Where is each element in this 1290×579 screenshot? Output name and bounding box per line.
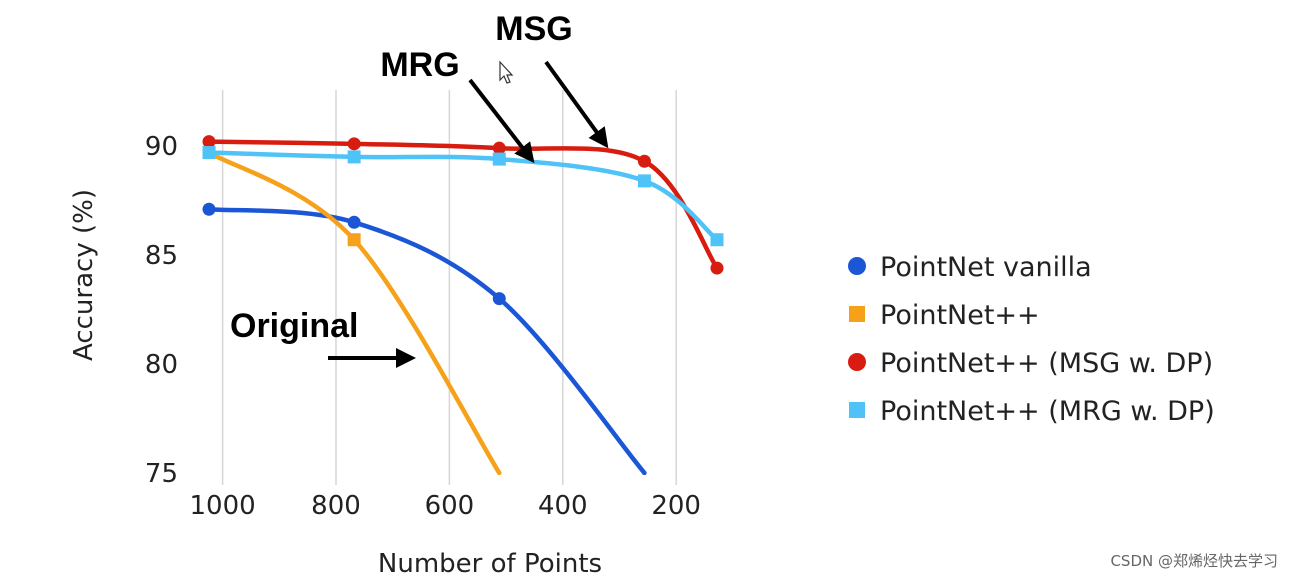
x-tick-label: 1000: [190, 491, 256, 521]
data-point: [202, 146, 216, 160]
data-point: [347, 215, 361, 229]
x-axis-title: Number of Points: [378, 549, 602, 579]
data-point: [347, 150, 361, 164]
series-line-0: [206, 206, 647, 475]
legend: PointNet vanilla PointNet++ PointNet++ (MS…: [848, 252, 1215, 427]
y-tick-label: 90: [145, 132, 178, 162]
data-point: [492, 292, 506, 306]
data-point: [347, 137, 361, 151]
data-point: [710, 233, 724, 247]
x-tick-labels: 1000 800 600 400 200: [190, 491, 701, 521]
y-tick-labels: 75 80 85 90: [145, 132, 178, 489]
annotation-mrg: MRG: [380, 46, 459, 84]
data-point: [202, 202, 216, 216]
annotation-original: Original: [230, 307, 358, 345]
data-point: [637, 154, 651, 168]
annotation-msg-arrow: [544, 60, 609, 149]
y-tick-label: 75: [145, 459, 178, 489]
data-point: [637, 174, 651, 188]
x-tick-label: 400: [538, 491, 588, 521]
mouse-cursor-icon: [499, 60, 514, 84]
y-tick-label: 80: [145, 350, 178, 380]
annotation-msg: MSG: [495, 10, 572, 48]
y-axis-title: Accuracy (%): [69, 189, 99, 361]
data-point: [202, 135, 216, 149]
data-point: [492, 141, 506, 155]
annotation-mrg-arrow: [468, 78, 535, 164]
legend-label: PointNet++ (MRG w. DP): [880, 396, 1215, 427]
data-point: [347, 233, 361, 247]
watermark: CSDN @郑烯烃快去学习: [1110, 552, 1278, 570]
y-tick-label: 85: [145, 241, 178, 271]
legend-marker: [849, 306, 865, 322]
x-tick-label: 600: [425, 491, 475, 521]
legend-label: PointNet++: [880, 300, 1040, 331]
legend-label: PointNet++ (MSG w. DP): [880, 348, 1213, 379]
data-point: [492, 152, 506, 166]
legend-marker: [848, 257, 866, 275]
series-markers: [202, 135, 724, 306]
x-tick-label: 800: [311, 491, 361, 521]
legend-label: PointNet vanilla: [880, 252, 1092, 283]
legend-marker: [848, 353, 866, 371]
x-tick-label: 200: [651, 491, 701, 521]
legend-marker: [849, 402, 865, 418]
data-point: [710, 261, 724, 275]
